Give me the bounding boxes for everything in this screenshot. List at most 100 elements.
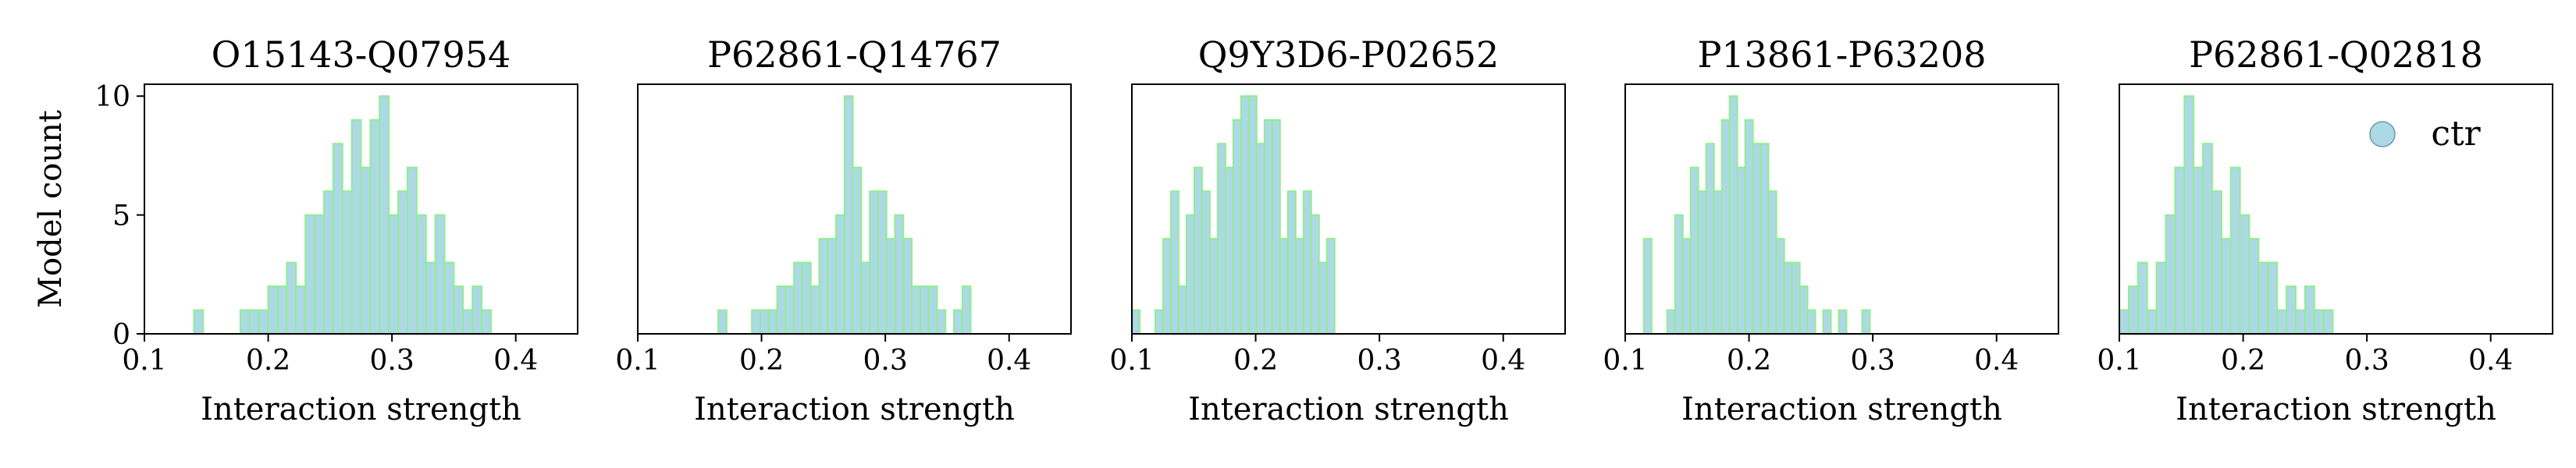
histogram-bar — [2211, 190, 2222, 335]
x-tick-label: 0.3 — [370, 345, 415, 377]
histogram-bar — [397, 190, 408, 335]
histogram-bar — [1838, 309, 1848, 335]
x-tick-label: 0.1 — [1109, 345, 1154, 377]
histogram-bar — [406, 166, 418, 335]
histogram-bar — [2183, 95, 2195, 335]
panel-2: P62861-Q14767 0.1 0.2 0.3 0.4 Interaction str… — [615, 34, 1072, 427]
histogram-bar — [927, 285, 938, 335]
histogram-bar — [759, 309, 770, 335]
histogram-bar — [2322, 309, 2334, 335]
histogram-bar — [2267, 261, 2279, 335]
histogram-bar — [1177, 285, 1187, 335]
histogram-bar — [443, 261, 455, 335]
histogram-bar — [434, 214, 446, 335]
histogram-bar — [801, 261, 812, 335]
histogram-bar — [1154, 309, 1164, 335]
x-tick-label: 0.2 — [2221, 345, 2265, 377]
histogram-bar — [1279, 238, 1289, 335]
histogram-bar — [1208, 238, 1219, 335]
x-tick-label: 0.1 — [2097, 345, 2141, 377]
histogram-bar — [852, 166, 863, 335]
x-tick-label: 0.2 — [739, 345, 784, 377]
histogram-bar — [885, 238, 896, 335]
x-tick-label: 0.3 — [1357, 345, 1402, 377]
histogram-bar — [1791, 261, 1801, 335]
histogram-bar — [1775, 238, 1785, 335]
x-tick-label: 0.2 — [1727, 345, 1771, 377]
histogram-bar — [286, 261, 297, 335]
histogram-bar — [1744, 119, 1754, 335]
histogram-bar — [751, 309, 761, 335]
x-tick-label: 0.3 — [1851, 345, 1895, 377]
histogram-bar — [827, 238, 838, 335]
histogram-bar — [2294, 309, 2306, 335]
histogram-bar — [793, 261, 803, 335]
histogram-bar — [341, 190, 353, 335]
histogram-bar — [1861, 309, 1871, 335]
histogram-bar — [1240, 95, 1250, 335]
panel-5: P62861-Q02818 0.1 0.2 0.3 0.4 Interaction str… — [2097, 34, 2553, 427]
histogram-bar — [1216, 143, 1226, 335]
x-tick-label: 0.4 — [2468, 345, 2513, 377]
histogram-bar — [961, 285, 972, 335]
histogram-bar — [239, 309, 251, 335]
histogram-bar — [785, 285, 795, 335]
histogram-bar — [835, 214, 845, 335]
axes-frame — [1624, 83, 2059, 335]
axes-frame — [637, 83, 1072, 335]
histogram-bar — [1705, 143, 1715, 335]
x-tick-label: 0.1 — [615, 345, 660, 377]
histogram-bar — [2258, 261, 2269, 335]
histogram-bar — [818, 238, 829, 335]
histogram-bar — [369, 119, 381, 335]
histogram-bar — [1294, 238, 1304, 335]
legend: ctr — [2369, 114, 2482, 154]
histogram-bar — [776, 285, 787, 335]
panel-title: O15143-Q07954 — [212, 34, 511, 76]
histogram-bar — [1263, 119, 1273, 335]
panel-4: P13861-P63208 0.1 0.2 0.3 0.4 Interaction str… — [1603, 34, 2059, 427]
histogram-bar — [767, 309, 778, 335]
histogram-bar — [1713, 190, 1723, 335]
histogram-bar — [248, 309, 260, 335]
panel-title: P62861-Q14767 — [707, 34, 1002, 76]
histogram-bar — [2137, 261, 2148, 335]
histogram-bar — [258, 309, 269, 335]
panel-title: P13861-P63208 — [1697, 34, 1986, 76]
histogram-bar — [869, 190, 879, 335]
histogram-bar — [1169, 190, 1179, 335]
histogram-bar — [1666, 309, 1676, 335]
legend-marker — [2369, 121, 2396, 147]
histogram-bar — [1201, 190, 1211, 335]
histogram-bar — [1767, 190, 1777, 335]
histogram-bar — [2286, 285, 2297, 335]
histogram-bar — [877, 190, 888, 335]
x-tick-label: 0.3 — [2345, 345, 2389, 377]
histogram-bar — [1806, 309, 1816, 335]
histogram-bar — [1131, 309, 1140, 335]
panel-title: P62861-Q02818 — [2189, 34, 2483, 76]
legend-label: ctr — [2431, 114, 2481, 154]
axes-frame — [144, 83, 578, 335]
histogram-bar — [2229, 166, 2241, 335]
histogram-bar — [1822, 309, 1832, 335]
histogram-bar — [1674, 214, 1684, 335]
histogram-bar — [1310, 214, 1320, 335]
histogram-bar — [1681, 238, 1692, 335]
histogram-bar — [267, 285, 279, 335]
panel-3: Q9Y3D6-P02652 0.1 0.2 0.3 0.4 Interaction str… — [1109, 34, 1566, 427]
histogram-bar — [481, 309, 492, 335]
histogram-bar — [2202, 143, 2213, 335]
y-tick-label: 5 — [112, 200, 130, 232]
histogram-bar — [1162, 238, 1172, 335]
x-tick-label: 0.4 — [1974, 345, 2019, 377]
histogram-bar — [1642, 238, 1653, 335]
histogram-bar — [2174, 166, 2186, 335]
histogram-bar — [860, 261, 871, 335]
histogram-bar — [276, 285, 288, 335]
histogram-bar — [1325, 238, 1336, 335]
histogram-bar — [1232, 119, 1242, 335]
histogram-bar — [2304, 285, 2315, 335]
axes-frame — [2119, 83, 2553, 335]
